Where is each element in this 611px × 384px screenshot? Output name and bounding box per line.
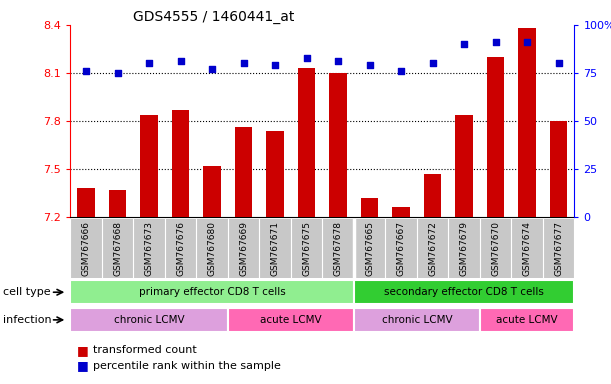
Bar [109,190,126,217]
Text: GSM767679: GSM767679 [459,221,469,276]
Text: acute LCMV: acute LCMV [496,315,558,325]
Point [428,60,437,66]
Text: GSM767669: GSM767669 [239,221,248,276]
Point [459,41,469,47]
Bar [172,110,189,217]
Bar [392,207,410,217]
Text: ■: ■ [76,359,88,372]
Bar [70,308,228,332]
Point [112,70,122,76]
Point [396,68,406,74]
Bar [70,280,354,304]
Text: infection: infection [3,315,52,325]
Text: GSM767675: GSM767675 [302,221,311,276]
Text: GSM767673: GSM767673 [145,221,153,276]
Point [81,68,91,74]
Text: GSM767667: GSM767667 [397,221,406,276]
Text: GSM767665: GSM767665 [365,221,374,276]
Bar [141,114,158,217]
Point [522,39,532,45]
Text: cell type: cell type [3,287,51,297]
Point [302,55,312,61]
Bar [228,308,354,332]
Text: GSM767676: GSM767676 [176,221,185,276]
Bar [487,57,504,217]
Bar [78,188,95,217]
Point [491,39,500,45]
Point [144,60,154,66]
Bar [298,68,315,217]
Text: GDS4555 / 1460441_at: GDS4555 / 1460441_at [133,10,295,23]
Point [333,58,343,65]
Point [554,60,563,66]
Text: secondary effector CD8 T cells: secondary effector CD8 T cells [384,287,544,297]
Point [270,62,280,68]
Text: GSM767680: GSM767680 [208,221,216,276]
Bar [550,121,567,217]
Bar [354,308,480,332]
Text: chronic LCMV: chronic LCMV [114,315,185,325]
Point [365,62,375,68]
Bar [329,73,346,217]
Bar [266,131,284,217]
Bar [455,114,473,217]
Text: GSM767677: GSM767677 [554,221,563,276]
Text: GSM767670: GSM767670 [491,221,500,276]
Text: percentile rank within the sample: percentile rank within the sample [93,361,281,371]
Text: GSM767674: GSM767674 [522,221,532,276]
Bar [424,174,441,217]
Text: GSM767672: GSM767672 [428,221,437,276]
Point [175,58,185,65]
Text: GSM767671: GSM767671 [271,221,280,276]
Text: chronic LCMV: chronic LCMV [381,315,452,325]
Text: acute LCMV: acute LCMV [260,315,321,325]
Text: GSM767666: GSM767666 [81,221,90,276]
Bar [361,198,378,217]
Point [239,60,249,66]
Bar [518,28,536,217]
Text: GSM767668: GSM767668 [113,221,122,276]
Bar [235,127,252,217]
Bar [354,280,574,304]
Text: ■: ■ [76,344,88,357]
Point [207,66,217,72]
Bar [480,308,574,332]
Text: transformed count: transformed count [93,345,197,355]
Bar [203,166,221,217]
Text: GSM767678: GSM767678 [334,221,343,276]
Text: primary effector CD8 T cells: primary effector CD8 T cells [139,287,285,297]
